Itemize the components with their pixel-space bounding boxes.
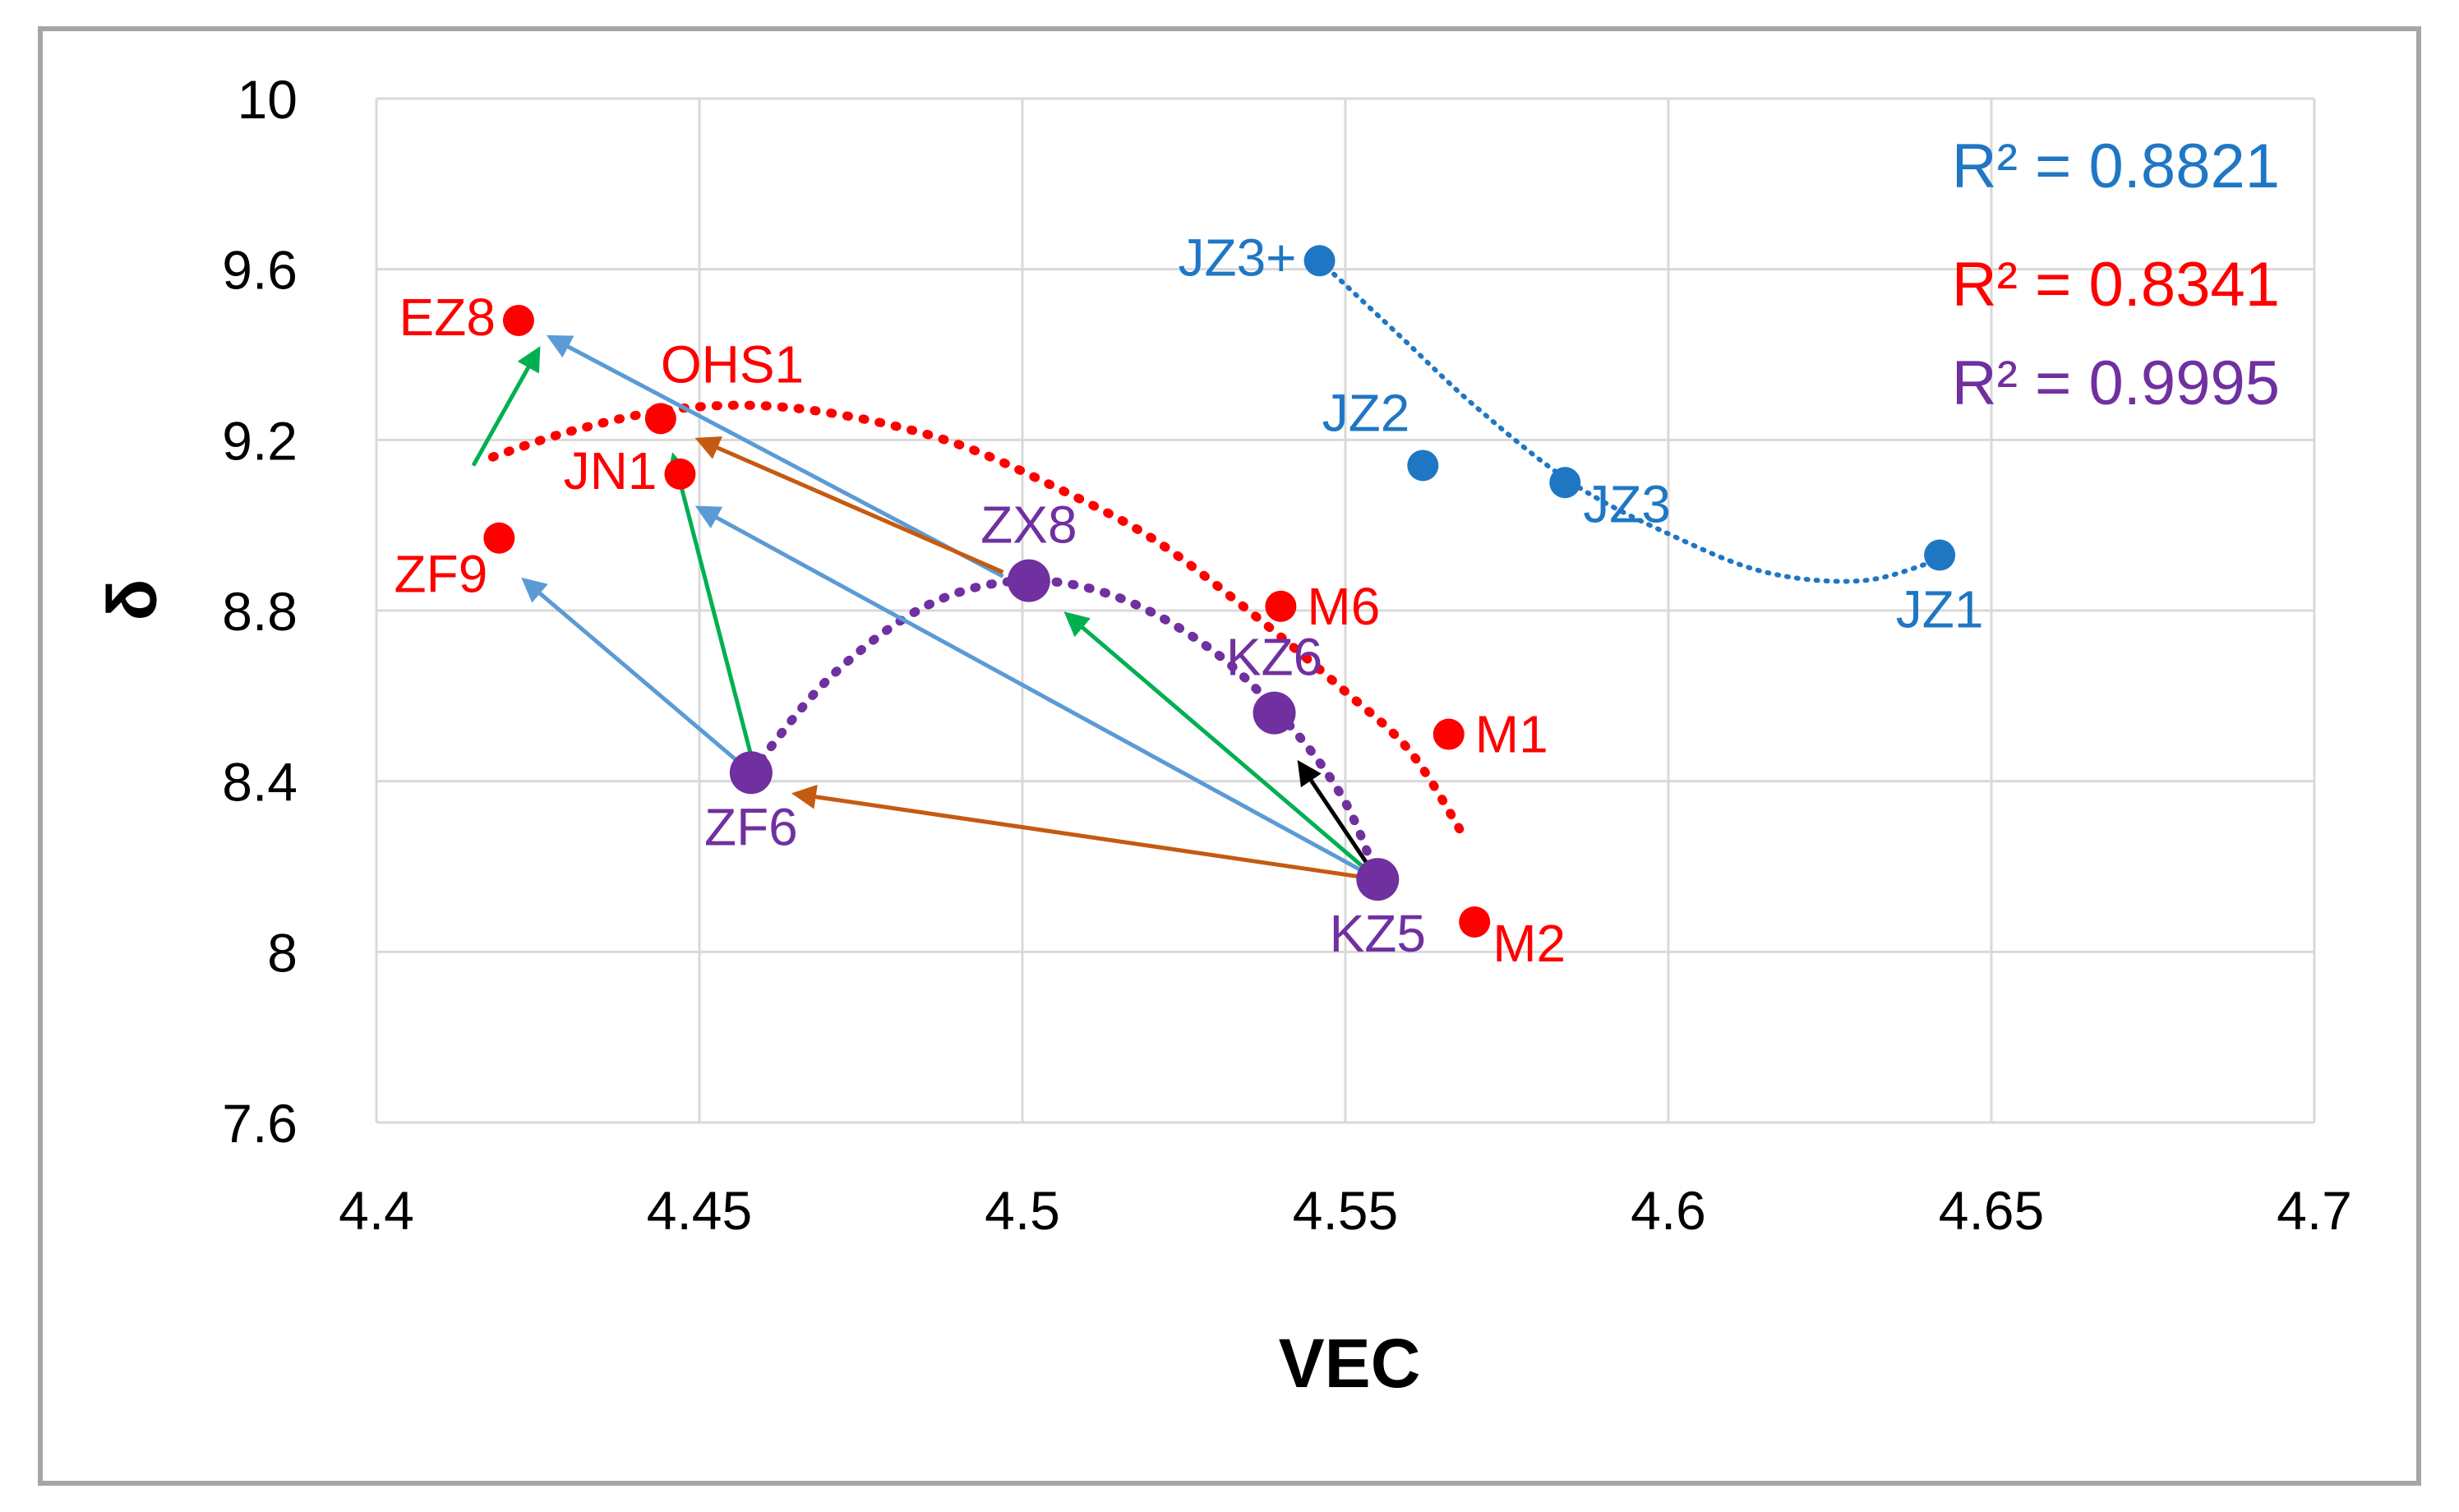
point-kz5 [1356,858,1400,901]
point-label: KZ5 [1330,904,1426,963]
point-label: JZ3 [1583,474,1671,533]
y-axis-title: δ [94,579,171,621]
x-tick-label: 4.55 [1293,1180,1398,1241]
point-label: JZ3+ [1178,228,1296,287]
point-label: ZX8 [980,496,1077,555]
point-zx8 [1007,559,1050,602]
trendline-jz [1317,258,1943,584]
r2-legend: R² = 0.8821 R² = 0.8341 R² = 0.9995 [1952,131,2280,418]
point-zf6 [729,751,773,795]
r2-label: R² = 0.8341 [1952,250,2280,320]
x-tick-label: 4.4 [339,1180,414,1241]
y-tick-label: 8.8 [222,581,298,642]
arrow [521,577,753,775]
point-kz6 [1253,691,1296,735]
point-ohs1 [644,403,676,435]
tick-labels: 4.4 4.45 4.5 4.55 4.6 4.65 4.7 7.6 8 8.4 8.8 9.2 9.6… [222,69,2352,1241]
arrow [471,346,541,467]
point-label: EZ8 [399,288,496,347]
x-axis-title: VEC [1279,1325,1421,1402]
point-jz3-plus [1303,245,1336,277]
y-tick-label: 7.6 [222,1093,298,1154]
point-jn1 [664,458,696,490]
point-m1 [1432,718,1465,750]
x-tick-label: 4.5 [985,1180,1060,1241]
point-label: M1 [1475,705,1548,764]
point-label: KZ6 [1226,628,1322,687]
point-label: ZF9 [394,545,488,604]
arrow [1063,611,1379,881]
arrows [471,334,1380,882]
point-zf9 [483,522,515,554]
arrow [667,452,754,757]
point-m2 [1459,906,1491,938]
point-m6 [1265,590,1297,622]
x-tick-label: 4.7 [2277,1180,2352,1241]
arrow [546,334,1004,579]
point-jz2 [1407,449,1439,482]
point-label: ZF6 [704,797,798,856]
point-ez8 [502,304,534,336]
y-tick-label: 8 [267,922,298,983]
arrow [694,436,1004,574]
x-tick-label: 4.45 [647,1180,752,1241]
trendline-purple-alloys [746,575,1382,884]
point-label: M2 [1492,914,1566,973]
point-label: JN1 [564,441,657,500]
point-label: JZ1 [1896,580,1984,639]
point-label: OHS1 [661,334,804,394]
r2-label: R² = 0.9995 [1952,348,2280,418]
y-tick-label: 9.2 [222,410,298,471]
x-tick-label: 4.6 [1631,1180,1706,1241]
arrow [694,505,1379,882]
grid-lines [375,97,2316,1124]
arrow [791,784,1378,882]
point-label: JZ2 [1322,383,1410,442]
x-tick-label: 4.65 [1939,1180,2044,1241]
y-tick-label: 10 [238,69,298,130]
point-jz3 [1549,467,1581,499]
point-label: M6 [1307,577,1380,636]
y-tick-label: 8.4 [222,752,298,813]
point-jz1 [1924,539,1956,571]
data-points [483,245,1956,938]
y-tick-label: 9.6 [222,240,298,301]
arrow [1297,759,1380,881]
r2-label: R² = 0.8821 [1952,131,2280,201]
